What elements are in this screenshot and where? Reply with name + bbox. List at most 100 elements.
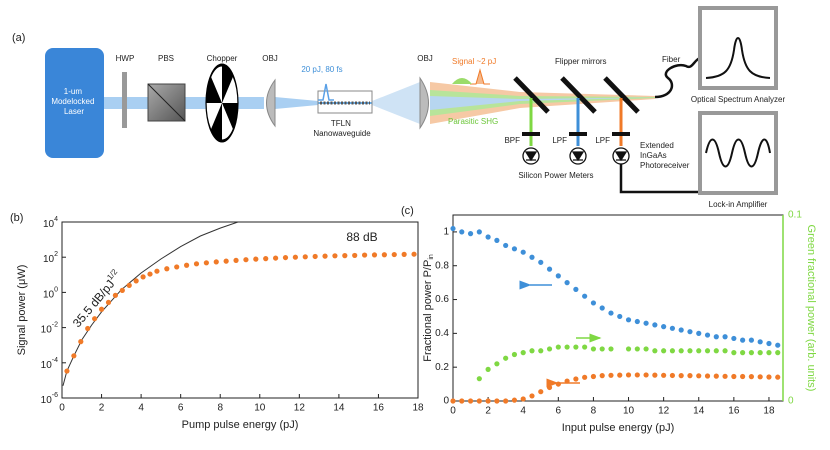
y2-axis-label: Green fractional power (arb. units) bbox=[805, 225, 817, 392]
data-point bbox=[634, 318, 640, 325]
data-point bbox=[775, 374, 781, 380]
data-point bbox=[174, 264, 180, 270]
data-point bbox=[704, 348, 711, 354]
meters-label: Silicon Power Meters bbox=[518, 171, 593, 180]
data-point bbox=[546, 384, 553, 391]
data-point bbox=[243, 257, 249, 263]
spectrum-trace bbox=[705, 37, 771, 79]
data-point bbox=[582, 374, 588, 380]
data-point bbox=[476, 229, 482, 235]
chart: (c)0 2 4 6 8 10 12 14 16 1800.20.40.60.8100.1Inpu… bbox=[401, 205, 817, 434]
filter bbox=[522, 132, 540, 136]
data-point bbox=[740, 373, 746, 380]
panel-label: (b) bbox=[10, 212, 23, 224]
data-point bbox=[213, 259, 219, 265]
data-point bbox=[164, 266, 170, 272]
x-tick-label: 14 bbox=[693, 406, 705, 417]
obj-label: OBJ bbox=[417, 54, 433, 63]
data-point bbox=[643, 320, 649, 326]
x-axis-label: Input pulse energy (pJ) bbox=[562, 422, 675, 434]
data-point bbox=[590, 346, 597, 352]
objective bbox=[419, 76, 429, 130]
data-point bbox=[643, 346, 649, 352]
tick-base: 10 bbox=[43, 289, 55, 300]
data-point bbox=[459, 398, 465, 404]
x-tick-label: 4 bbox=[138, 403, 144, 414]
x-tick-label: 2 bbox=[99, 403, 105, 414]
data-point bbox=[669, 372, 676, 379]
chart: (b)0 2 4 6 8 10 12 14 16 1810-610-410-2100102104P… bbox=[10, 212, 424, 431]
data-point bbox=[625, 372, 632, 378]
data-point bbox=[652, 348, 658, 354]
chopper-label: Chopper bbox=[207, 54, 238, 63]
data-point bbox=[564, 344, 570, 350]
data-point bbox=[704, 373, 711, 379]
y-tick-label: 0.8 bbox=[435, 260, 449, 271]
data-point bbox=[748, 374, 755, 380]
data-point bbox=[511, 351, 518, 358]
annotation: 88 dB bbox=[346, 230, 377, 244]
y-tick-label: 0.6 bbox=[435, 294, 449, 305]
y-axis-title: Signal power (μW) bbox=[16, 265, 28, 356]
data-point bbox=[740, 350, 746, 356]
data-point bbox=[599, 346, 605, 352]
data-point bbox=[740, 337, 746, 343]
laser bbox=[45, 48, 104, 158]
x-tick-label: 8 bbox=[591, 406, 597, 417]
data-point bbox=[467, 398, 474, 404]
data-point bbox=[564, 280, 570, 286]
data-point bbox=[625, 346, 632, 352]
chopper bbox=[205, 63, 239, 143]
filter-label: BPF bbox=[504, 136, 520, 145]
fiber-label: Fiber bbox=[662, 55, 681, 64]
data-point bbox=[371, 252, 378, 258]
data-point bbox=[154, 268, 160, 274]
data-point bbox=[85, 325, 91, 332]
data-point bbox=[696, 348, 702, 354]
data-point bbox=[722, 334, 728, 340]
data-point bbox=[617, 313, 623, 320]
filter-label: LPF bbox=[595, 136, 610, 145]
data-point bbox=[599, 305, 605, 311]
data-point bbox=[748, 350, 755, 356]
tick-exponent: 0 bbox=[54, 286, 58, 293]
data-point bbox=[678, 373, 684, 379]
data-point bbox=[263, 256, 269, 262]
data-point bbox=[105, 299, 112, 306]
data-point bbox=[362, 252, 368, 258]
flipper-label: Flipper mirrors bbox=[555, 57, 607, 66]
data-point bbox=[112, 292, 118, 298]
data-point bbox=[555, 273, 561, 279]
data-point bbox=[696, 373, 702, 379]
data-point bbox=[520, 350, 526, 356]
pump-beam bbox=[430, 96, 655, 110]
data-point bbox=[617, 372, 623, 378]
x-tick-label: 0 bbox=[450, 406, 456, 417]
setup-diagram: (a) 1-um Modelocked Laser HWP PBS Choppe… bbox=[12, 6, 785, 209]
data-point bbox=[476, 398, 482, 404]
data-point bbox=[573, 376, 579, 382]
tick-exponent: -4 bbox=[52, 357, 58, 364]
data-point bbox=[184, 262, 190, 268]
data-point bbox=[352, 252, 358, 259]
x-tick-label: 16 bbox=[728, 406, 740, 417]
y-tick-label: 102 bbox=[43, 251, 58, 265]
data-point bbox=[669, 348, 676, 354]
tick-base: 10 bbox=[41, 395, 53, 406]
data-point bbox=[555, 381, 561, 387]
data-point bbox=[503, 398, 509, 404]
data-point bbox=[233, 257, 239, 263]
tick-base: 10 bbox=[41, 324, 53, 335]
plot-frame bbox=[61, 221, 419, 399]
data-point bbox=[661, 348, 667, 354]
data-point bbox=[485, 234, 491, 240]
data-point bbox=[599, 373, 605, 379]
data-point bbox=[520, 396, 526, 402]
data-point bbox=[625, 317, 632, 323]
x-tick-label: 14 bbox=[333, 403, 345, 414]
data-point bbox=[476, 376, 482, 382]
lockin-label: Lock-in Amplifier bbox=[709, 200, 768, 209]
data-point bbox=[669, 325, 676, 331]
osa bbox=[698, 6, 778, 90]
y-axis-label: Fractional power P/Pin bbox=[422, 254, 435, 362]
